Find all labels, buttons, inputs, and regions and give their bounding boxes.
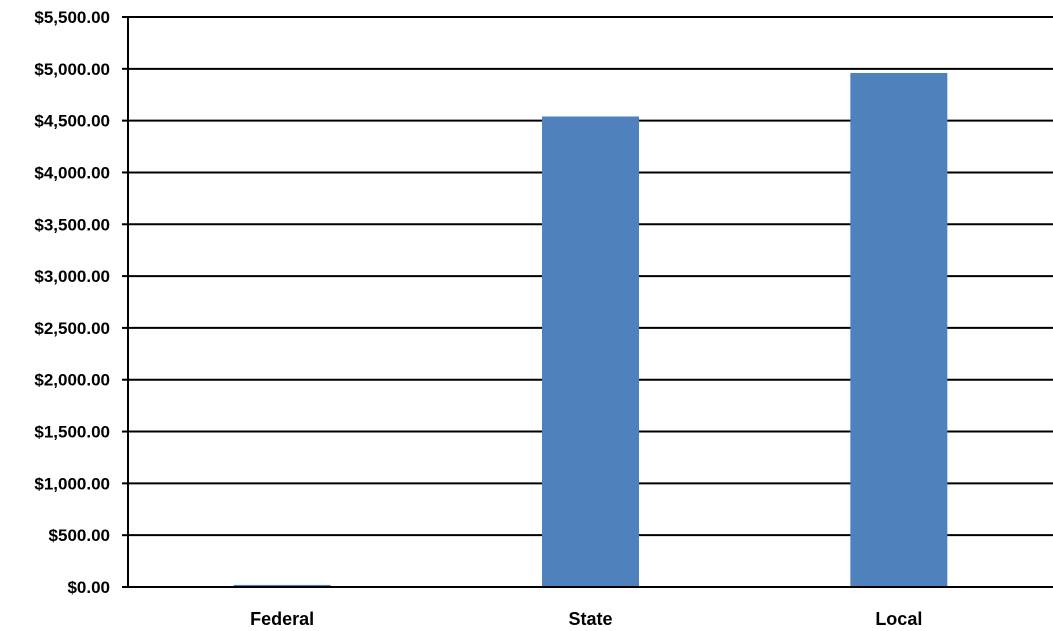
bars [233,72,948,588]
y-tick-label: $5,500.00 [34,8,110,27]
y-tick-label: $3,000.00 [34,267,110,286]
y-tick-label: $4,500.00 [34,112,110,131]
bar-federal [233,584,331,587]
x-category-label: Federal [250,609,314,629]
axes [122,16,1053,588]
y-tick-label: $5,000.00 [34,60,110,79]
y-tick-label: $0.00 [67,578,110,597]
bar-state [542,116,639,587]
y-tick-label: $2,000.00 [34,371,110,390]
y-tick-label: $1,500.00 [34,423,110,442]
x-axis-category-labels: Federal State Local [250,609,922,629]
bar-local [850,72,948,588]
x-category-label: Local [875,609,922,629]
y-tick-label: $2,500.00 [34,319,110,338]
y-axis-tick-labels: $0.00 $500.00 $1,000.00 $1,500.00 $2,000.00 $… [34,8,110,597]
y-tick-label: $3,500.00 [34,215,110,234]
y-tick-label: $500.00 [49,526,110,545]
x-category-label: State [568,609,612,629]
y-tick-label: $4,000.00 [34,163,110,182]
y-tick-label: $1,000.00 [34,474,110,493]
